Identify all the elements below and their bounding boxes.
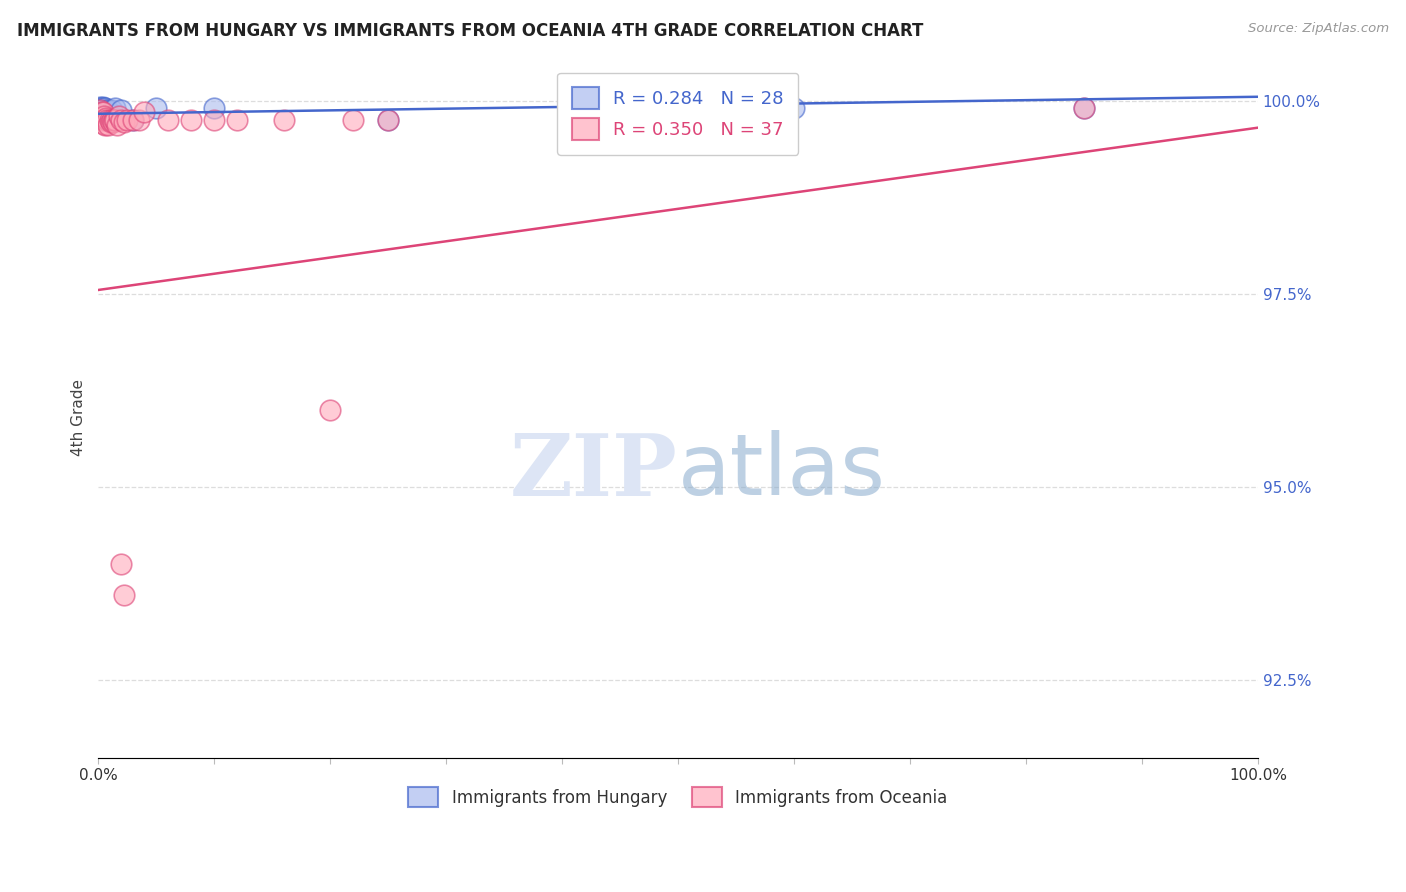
Point <box>105 119 128 133</box>
Point <box>110 112 132 127</box>
Legend: Immigrants from Hungary, Immigrants from Oceania: Immigrants from Hungary, Immigrants from… <box>402 780 955 814</box>
Point <box>96 111 118 125</box>
Point <box>91 103 114 117</box>
Point <box>97 119 120 133</box>
Point <box>93 105 115 120</box>
Point <box>94 105 117 120</box>
Point <box>110 558 132 572</box>
Point <box>101 103 124 117</box>
Point <box>90 105 112 120</box>
Point <box>108 109 131 123</box>
Point <box>91 105 114 120</box>
Text: Source: ZipAtlas.com: Source: ZipAtlas.com <box>1249 22 1389 36</box>
Point <box>96 112 118 127</box>
Point <box>93 117 115 131</box>
Point <box>128 112 150 127</box>
Point <box>90 103 112 117</box>
Text: IMMIGRANTS FROM HUNGARY VS IMMIGRANTS FROM OCEANIA 4TH GRADE CORRELATION CHART: IMMIGRANTS FROM HUNGARY VS IMMIGRANTS FR… <box>17 22 924 40</box>
Point <box>91 101 114 115</box>
Point <box>91 105 114 120</box>
Point <box>89 103 111 117</box>
Point <box>100 115 122 129</box>
Point <box>94 119 117 133</box>
Point <box>103 112 125 127</box>
Point <box>96 107 118 121</box>
Point <box>156 112 179 127</box>
Point <box>202 101 225 115</box>
Point <box>89 100 111 114</box>
Point <box>104 112 127 127</box>
Point <box>377 112 399 127</box>
Point <box>91 112 114 127</box>
Point <box>110 103 132 117</box>
Point <box>98 112 121 127</box>
Point <box>94 101 117 115</box>
Point <box>93 103 115 117</box>
Point <box>273 112 295 127</box>
Y-axis label: 4th Grade: 4th Grade <box>72 379 86 456</box>
Point <box>90 112 112 127</box>
Point <box>134 105 156 120</box>
Point <box>96 105 118 120</box>
Point <box>90 101 112 115</box>
Point <box>96 103 118 117</box>
Text: atlas: atlas <box>678 431 886 514</box>
Point <box>377 112 399 127</box>
Point <box>97 103 120 117</box>
Point <box>121 112 143 127</box>
Point <box>319 402 342 417</box>
Point <box>115 112 138 127</box>
Point <box>121 112 143 127</box>
Point <box>93 109 115 123</box>
Point <box>112 588 135 602</box>
Point <box>93 101 115 115</box>
Point <box>1073 101 1095 115</box>
Point <box>783 101 806 115</box>
Point <box>180 112 202 127</box>
Point <box>1073 101 1095 115</box>
Point <box>202 112 225 127</box>
Text: ZIP: ZIP <box>510 430 678 514</box>
Point <box>101 115 124 129</box>
Point <box>101 112 124 127</box>
Point <box>98 112 121 127</box>
Point <box>91 100 114 114</box>
Point <box>90 105 112 120</box>
Point <box>145 101 167 115</box>
Point <box>94 112 117 127</box>
Point <box>104 101 127 115</box>
Point <box>342 112 364 127</box>
Point <box>112 115 135 129</box>
Point <box>226 112 249 127</box>
